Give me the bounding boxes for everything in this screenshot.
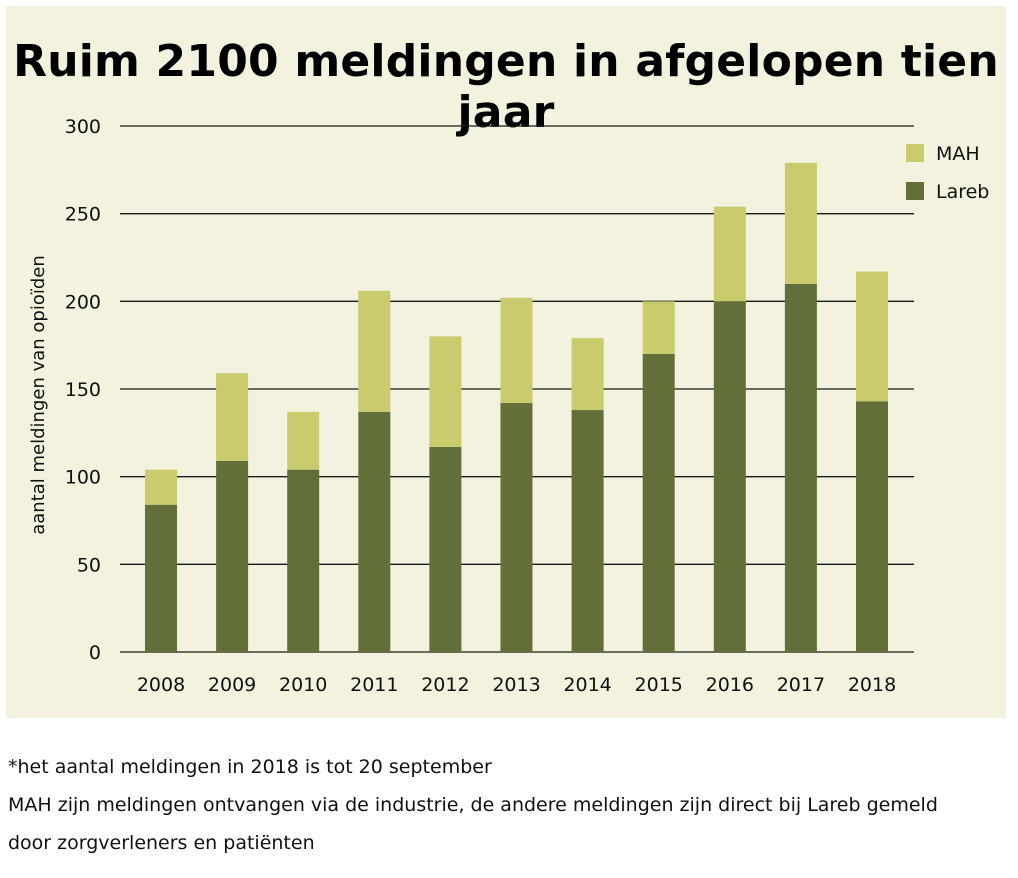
x-tick-label: 2011: [350, 674, 398, 696]
bar-mah-2013: [500, 297, 533, 404]
y-tick-label: 300: [65, 116, 101, 138]
chart-title: Ruim 2100 meldingen in afgelopen tien ja…: [13, 36, 999, 138]
y-tick-label: 250: [65, 204, 101, 226]
x-tick-label: 2014: [563, 674, 611, 696]
footnote-2018: *het aantal meldingen in 2018 is tot 20 …: [8, 756, 492, 778]
footnote-mah-explanation: MAH zijn meldingen ontvangen via de indu…: [8, 794, 938, 816]
legend-label-lareb: Lareb: [936, 181, 989, 203]
x-tick-label: 2018: [848, 674, 896, 696]
bar-mah-2012: [429, 336, 462, 447]
x-tick-label: 2010: [279, 674, 327, 696]
y-tick-label: 100: [65, 467, 101, 489]
y-axis-label: aantal meldingen van opioïden: [28, 255, 49, 535]
bar-mah-2018: [856, 271, 888, 402]
bar-lareb-2016: [713, 301, 746, 652]
chart-panel: Ruim 2100 meldingen in afgelopen tien ja…: [6, 6, 1006, 718]
bar-mah-2014: [571, 338, 604, 411]
y-tick-labels: 0 50 100 150 200 250 300: [65, 116, 101, 664]
bar-layer: [145, 162, 888, 652]
x-tick-label: 2008: [137, 674, 185, 696]
x-tick-label: 2009: [208, 674, 256, 696]
x-tick-labels: 2008 2009 2010 2011 2012 2013 2014 2015 2016 2017…: [137, 674, 896, 696]
bar-lareb-2012: [429, 446, 462, 652]
x-tick-label: 2016: [706, 674, 754, 696]
bar-lareb-2011: [358, 411, 391, 652]
x-tick-label: 2013: [492, 674, 540, 696]
bar-mah-2008: [145, 469, 177, 505]
legend-swatch-mah: [906, 144, 924, 162]
bar-lareb-2010: [287, 469, 320, 652]
footnote-mah-explanation-cont: door zorgverleners en patiënten: [8, 832, 315, 854]
bar-lareb-2017: [784, 283, 817, 652]
bar-mah-2017: [784, 162, 817, 284]
bar-mah-2009: [216, 373, 249, 461]
x-tick-label: 2015: [635, 674, 683, 696]
legend-label-mah: MAH: [936, 143, 980, 165]
bar-lareb-2018: [856, 401, 888, 652]
bar-lareb-2009: [216, 460, 249, 652]
y-tick-label: 50: [77, 554, 101, 576]
bar-lareb-2008: [145, 504, 177, 652]
bar-mah-2015: [642, 301, 675, 354]
bar-mah-2011: [358, 290, 391, 412]
bar-mah-2010: [287, 411, 320, 470]
y-tick-label: 0: [89, 642, 101, 664]
x-tick-label: 2017: [777, 674, 825, 696]
x-tick-label: 2012: [421, 674, 469, 696]
bar-lareb-2014: [571, 410, 604, 652]
y-tick-label: 200: [65, 291, 101, 313]
legend-swatch-lareb: [906, 182, 924, 200]
legend: MAH Lareb: [906, 143, 989, 203]
bar-lareb-2015: [642, 353, 675, 652]
y-tick-label: 150: [65, 379, 101, 401]
bar-lareb-2013: [500, 403, 533, 652]
bar-mah-2016: [713, 206, 746, 302]
